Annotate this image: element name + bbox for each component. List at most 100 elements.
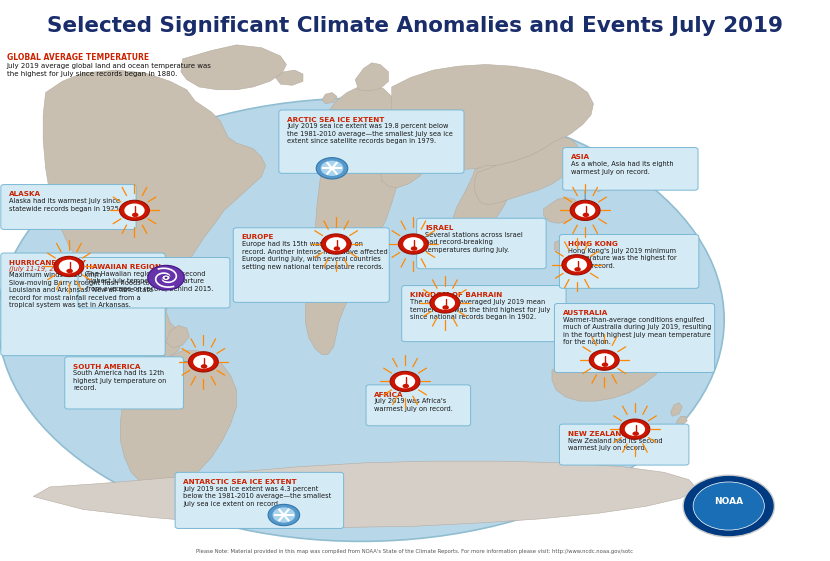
Circle shape (403, 384, 409, 388)
Text: July 2019 sea ice extent was 4.3 percent
below the 1981-2010 average—the smalles: July 2019 sea ice extent was 4.3 percent… (183, 486, 332, 507)
Polygon shape (581, 246, 602, 258)
Circle shape (632, 431, 639, 436)
Polygon shape (596, 178, 608, 192)
Text: Please Note: Material provided in this map was compiled from NOAA's State of the: Please Note: Material provided in this m… (197, 549, 633, 554)
FancyBboxPatch shape (559, 234, 699, 288)
Ellipse shape (0, 98, 725, 541)
Circle shape (620, 419, 650, 439)
Circle shape (683, 475, 774, 537)
Text: Hong Kong's July 2019 minimum
temperature was the highest for
July on record.: Hong Kong's July 2019 minimum temperatur… (568, 248, 676, 269)
Circle shape (268, 504, 300, 526)
Polygon shape (322, 93, 337, 104)
Polygon shape (43, 70, 266, 362)
Circle shape (162, 275, 170, 280)
Text: KINGDOM OF BAHRAIN: KINGDOM OF BAHRAIN (410, 292, 502, 298)
FancyBboxPatch shape (402, 286, 566, 342)
Text: NEW ZEALAND: NEW ZEALAND (568, 431, 627, 437)
Circle shape (316, 158, 348, 179)
Polygon shape (120, 351, 237, 489)
Text: Maximum winds - 120 km/h
Slow-moving Barry brought flash floods to
Louisiana and: Maximum winds - 120 km/h Slow-moving Bar… (9, 272, 154, 308)
Circle shape (403, 237, 423, 251)
FancyBboxPatch shape (279, 110, 464, 173)
Circle shape (66, 269, 73, 273)
Text: The nationally averaged July 2019 mean
temperature was the third highest for Jul: The nationally averaged July 2019 mean t… (410, 299, 550, 320)
Text: EUROPE: EUROPE (242, 234, 274, 241)
Circle shape (567, 258, 587, 272)
FancyBboxPatch shape (175, 472, 344, 528)
FancyBboxPatch shape (233, 228, 389, 302)
Circle shape (326, 237, 346, 251)
Text: HONG KONG: HONG KONG (568, 241, 618, 247)
Circle shape (334, 246, 340, 251)
Polygon shape (676, 416, 687, 425)
Polygon shape (355, 63, 388, 91)
Text: AFRICA: AFRICA (374, 392, 404, 398)
Text: Selected Significant Climate Anomalies and Events July 2019: Selected Significant Climate Anomalies a… (47, 16, 783, 36)
Circle shape (589, 350, 619, 370)
Circle shape (54, 256, 84, 277)
Circle shape (193, 355, 213, 369)
Polygon shape (671, 403, 682, 416)
Text: As a whole, Asia had its eighth
warmest July on record.: As a whole, Asia had its eighth warmest … (571, 161, 674, 174)
Text: SOUTH AMERICA: SOUTH AMERICA (73, 364, 140, 370)
Text: GLOBAL AVERAGE TEMPERATURE: GLOBAL AVERAGE TEMPERATURE (7, 53, 149, 62)
Text: July 2019 average global land and ocean temperature was
the highest for July sin: July 2019 average global land and ocean … (7, 63, 212, 77)
FancyBboxPatch shape (1, 185, 136, 229)
Circle shape (570, 200, 600, 220)
Text: (July 11-19, 2019): (July 11-19, 2019) (9, 265, 69, 272)
Circle shape (435, 296, 455, 310)
Circle shape (59, 260, 79, 273)
Circle shape (602, 362, 608, 367)
FancyBboxPatch shape (1, 253, 165, 356)
Text: HURRICANE BARRY: HURRICANE BARRY (9, 260, 85, 266)
Polygon shape (276, 70, 303, 85)
Polygon shape (181, 45, 286, 90)
Circle shape (272, 507, 295, 523)
Text: Several stations across Israel
had record-breaking
temperatures during July.: Several stations across Israel had recor… (425, 232, 523, 252)
Text: South America had its 12th
highest July temperature on
record.: South America had its 12th highest July … (73, 370, 166, 391)
Circle shape (575, 204, 595, 217)
Text: Alaska had its warmest July since
statewide records began in 1925.: Alaska had its warmest July since statew… (9, 198, 121, 211)
Polygon shape (475, 137, 579, 205)
Circle shape (411, 246, 417, 251)
Text: ALASKA: ALASKA (9, 191, 42, 197)
FancyBboxPatch shape (417, 218, 546, 269)
Circle shape (201, 364, 208, 369)
FancyBboxPatch shape (65, 357, 183, 409)
Circle shape (390, 371, 420, 392)
Text: ASIA: ASIA (571, 154, 590, 160)
Polygon shape (452, 165, 510, 240)
Polygon shape (305, 132, 398, 355)
Text: ISRAEL: ISRAEL (425, 225, 453, 231)
Circle shape (625, 422, 645, 436)
Polygon shape (392, 65, 593, 169)
Circle shape (562, 255, 592, 275)
Circle shape (395, 375, 415, 388)
FancyBboxPatch shape (78, 257, 230, 308)
Text: Warmer-than-average conditions engulfed
much of Australia during July 2019, resu: Warmer-than-average conditions engulfed … (563, 317, 711, 346)
Circle shape (120, 200, 149, 220)
Polygon shape (329, 85, 397, 139)
Circle shape (398, 234, 428, 254)
Text: July 2019 sea ice extent was 19.8 percent below
the 1981-2010 average—the smalle: July 2019 sea ice extent was 19.8 percen… (287, 123, 453, 144)
Polygon shape (544, 197, 579, 223)
Circle shape (574, 267, 581, 272)
FancyBboxPatch shape (366, 385, 471, 426)
Circle shape (321, 234, 351, 254)
Text: ARCTIC SEA ICE EXTENT: ARCTIC SEA ICE EXTENT (287, 117, 384, 123)
Circle shape (693, 482, 764, 530)
Polygon shape (33, 461, 697, 527)
Polygon shape (380, 136, 430, 188)
FancyBboxPatch shape (563, 148, 698, 190)
Circle shape (430, 293, 460, 313)
Text: NOAA: NOAA (714, 497, 744, 506)
Circle shape (124, 204, 144, 217)
Polygon shape (554, 238, 579, 252)
Circle shape (132, 213, 139, 217)
Text: HAWAIIAN REGION: HAWAIIAN REGION (86, 264, 161, 270)
Text: AUSTRALIA: AUSTRALIA (563, 310, 608, 316)
Circle shape (320, 160, 344, 176)
Circle shape (148, 265, 184, 290)
Circle shape (442, 305, 449, 310)
FancyBboxPatch shape (559, 424, 689, 465)
